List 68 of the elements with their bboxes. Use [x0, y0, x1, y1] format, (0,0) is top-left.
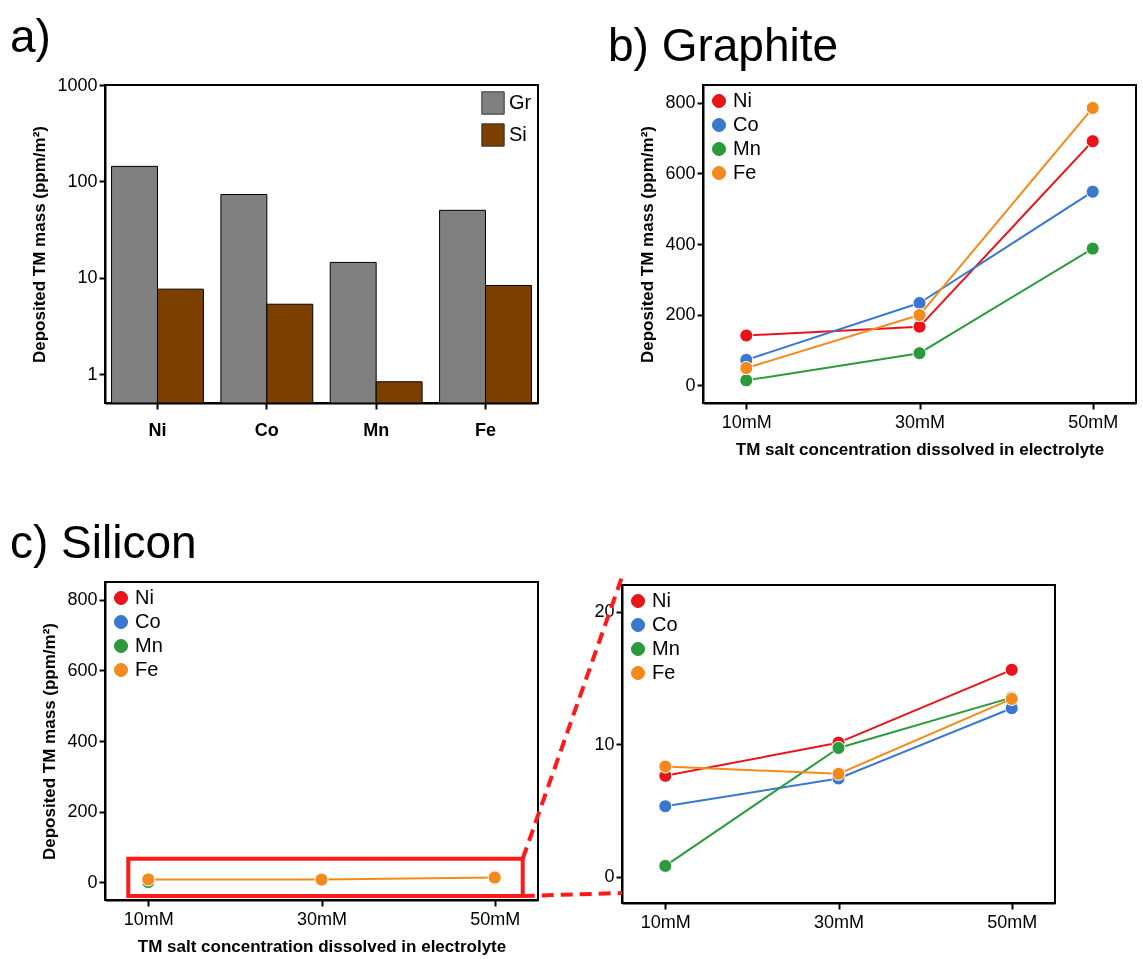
- y-tick-label: 1: [87, 363, 98, 384]
- x-tick-label: Mn: [363, 419, 390, 440]
- x-tick-label: 10mM: [640, 911, 691, 932]
- point: [739, 373, 754, 388]
- point: [658, 759, 673, 774]
- x-axis-title: TM salt concentration dissolved in electrolyte: [735, 439, 1105, 459]
- point: [658, 799, 673, 814]
- legend-label: Mn: [135, 634, 163, 656]
- x-tick-label: 10mM: [123, 908, 174, 929]
- point: [658, 858, 673, 873]
- legend-label: Ni: [733, 89, 752, 111]
- chart-title: b) Graphite: [608, 19, 839, 71]
- x-tick-label: 50mM: [1068, 411, 1119, 432]
- x-tick-label: 30mM: [813, 911, 865, 932]
- point: [912, 319, 927, 334]
- y-tick-label: 200: [67, 801, 98, 822]
- y-tick-label: 400: [67, 730, 98, 751]
- point: [831, 740, 846, 755]
- point: [1085, 241, 1100, 256]
- point: [912, 296, 927, 311]
- y-tick-label: 0: [604, 866, 615, 886]
- y-tick-label: 600: [67, 659, 98, 680]
- y-axis-title: Deposited TM mass (ppm/m²): [30, 125, 50, 364]
- legend-label: Mn: [733, 137, 761, 159]
- x-tick-label: 10mM: [721, 411, 772, 432]
- y-tick-label: 0: [685, 374, 696, 395]
- point: [912, 346, 927, 361]
- x-tick-label: 30mM: [296, 908, 348, 929]
- legend-label: Si: [509, 123, 527, 145]
- y-tick-label: 400: [665, 233, 696, 254]
- x-tick-label: 30mM: [894, 411, 946, 432]
- x-tick-label: Ni: [148, 419, 167, 440]
- x-tick-label: Co: [254, 419, 279, 440]
- legend-label: Ni: [135, 586, 154, 608]
- y-tick-label: 10: [77, 267, 98, 288]
- point: [1004, 662, 1019, 677]
- y-tick-label: 0: [87, 871, 98, 892]
- legend-label: Ni: [652, 589, 671, 611]
- y-tick-label: 800: [67, 589, 98, 610]
- point: [1085, 184, 1100, 199]
- legend-label: Fe: [135, 658, 159, 680]
- legend-label: Fe: [652, 661, 676, 683]
- point: [739, 361, 754, 376]
- x-tick-label: 50mM: [987, 911, 1038, 932]
- legend-label: Co: [135, 610, 161, 632]
- y-tick-label: 1000: [57, 74, 98, 95]
- y-axis-title: Deposited TM mass (ppm/m²): [638, 125, 658, 364]
- y-tick-label: 10: [594, 733, 615, 754]
- point: [1085, 134, 1100, 149]
- legend-label: Co: [733, 113, 759, 135]
- legend-label: Fe: [733, 161, 757, 183]
- point: [831, 766, 846, 781]
- point: [912, 308, 927, 323]
- legend-label: Mn: [652, 637, 680, 659]
- x-axis-title: TM salt concentration dissolved in electrolyte: [137, 936, 507, 956]
- chart-title: c) Silicon: [10, 516, 197, 568]
- x-tick-label: 50mM: [470, 908, 521, 929]
- point: [1085, 100, 1100, 115]
- x-tick-label: Fe: [475, 419, 497, 440]
- chart-title: a): [10, 10, 51, 62]
- point: [739, 328, 754, 343]
- y-tick-label: 600: [665, 162, 696, 183]
- y-tick-label: 200: [665, 304, 696, 325]
- legend-label: Co: [652, 613, 678, 635]
- y-tick-label: 800: [665, 92, 696, 113]
- legend-label: Gr: [509, 91, 532, 113]
- y-tick-label: 100: [67, 170, 98, 191]
- y-axis-title: Deposited TM mass (ppm/m²): [40, 622, 60, 861]
